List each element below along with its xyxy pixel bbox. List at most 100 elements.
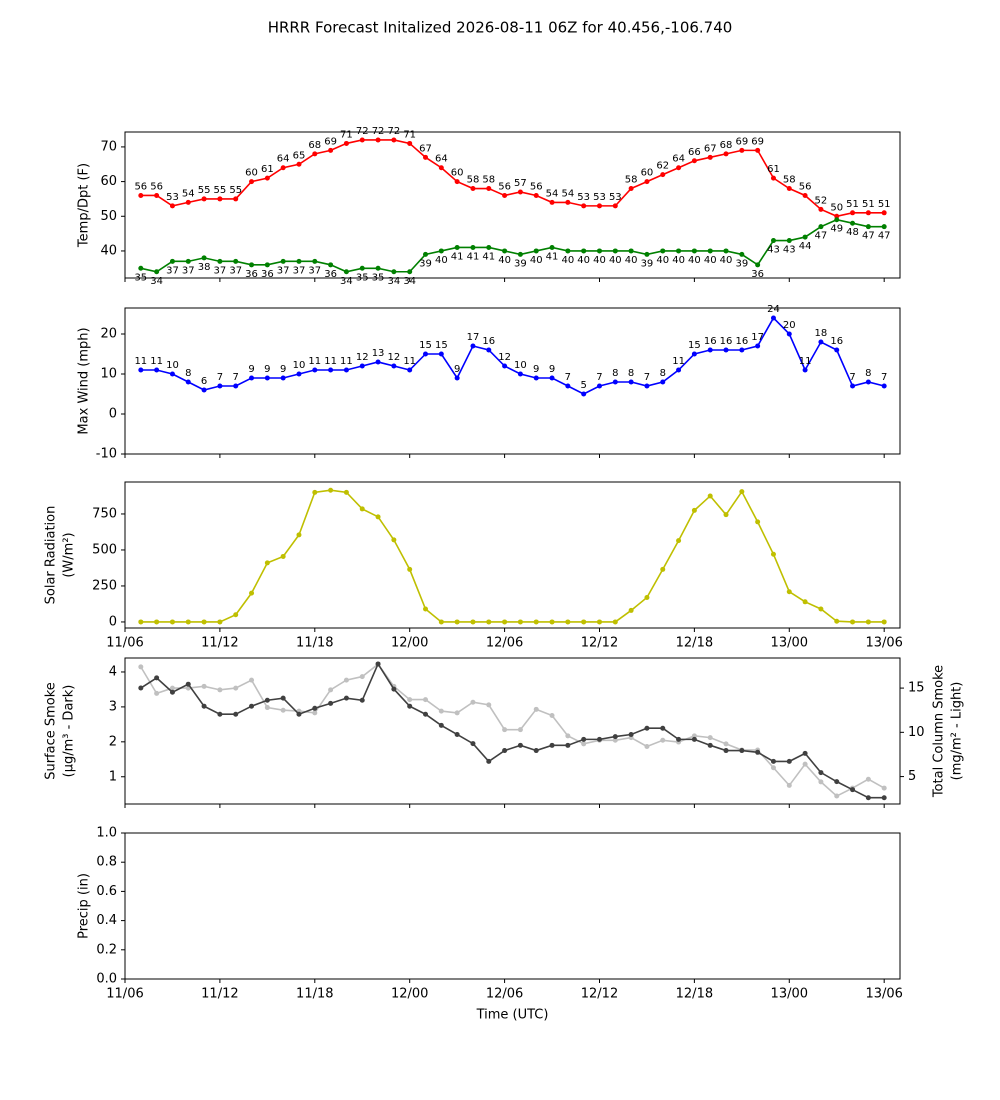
data-point bbox=[707, 154, 713, 160]
data-point bbox=[407, 703, 413, 709]
data-label: 58 bbox=[467, 175, 480, 186]
x-tick-label: 11/06 bbox=[106, 987, 143, 1002]
data-point bbox=[138, 619, 144, 625]
plot-frame bbox=[124, 481, 901, 629]
data-point bbox=[359, 674, 365, 680]
data-label: 8 bbox=[660, 368, 666, 379]
x-tick-label: 12/12 bbox=[581, 636, 618, 651]
data-point bbox=[818, 339, 824, 345]
data-label: 55 bbox=[198, 185, 211, 196]
data-label: 56 bbox=[530, 181, 543, 192]
data-point bbox=[423, 154, 429, 160]
data-point bbox=[612, 203, 618, 209]
data-point bbox=[454, 375, 460, 381]
data-point bbox=[723, 741, 729, 747]
data-point bbox=[676, 367, 682, 373]
data-point bbox=[264, 375, 270, 381]
data-label: 11 bbox=[799, 356, 812, 367]
data-point bbox=[328, 367, 334, 373]
y-tick-label: 1.0 bbox=[96, 826, 117, 841]
data-point bbox=[770, 765, 776, 771]
plot-frame bbox=[124, 307, 901, 455]
data-label: 41 bbox=[546, 251, 559, 262]
data-label: 51 bbox=[846, 199, 859, 210]
data-point bbox=[865, 795, 871, 801]
data-point bbox=[739, 489, 745, 495]
y-tick-label: 0 bbox=[109, 407, 117, 422]
data-point bbox=[802, 750, 808, 756]
data-label: 11 bbox=[134, 356, 147, 367]
data-label: 9 bbox=[264, 364, 270, 375]
data-label: 39 bbox=[419, 258, 432, 269]
data-point bbox=[565, 742, 571, 748]
data-point bbox=[707, 347, 713, 353]
data-point bbox=[502, 748, 508, 754]
data-point bbox=[612, 619, 618, 625]
data-point bbox=[486, 702, 492, 708]
ylabel: Precip (in) bbox=[77, 873, 92, 939]
x-tick-label: 12/00 bbox=[391, 636, 428, 651]
y-tick-label: 10 bbox=[100, 367, 117, 382]
data-label: 37 bbox=[277, 265, 290, 276]
data-label: 58 bbox=[625, 175, 638, 186]
data-point bbox=[502, 248, 508, 254]
data-point bbox=[850, 383, 856, 389]
data-point bbox=[169, 203, 175, 209]
data-point bbox=[264, 705, 270, 711]
data-point bbox=[391, 137, 397, 143]
data-point bbox=[233, 711, 239, 717]
data-label: 15 bbox=[688, 340, 701, 351]
data-label: 40 bbox=[498, 255, 511, 266]
data-point bbox=[359, 137, 365, 143]
ylabel: Temp/Dpt (F) bbox=[77, 163, 92, 248]
data-label: 64 bbox=[435, 154, 448, 165]
data-point bbox=[470, 699, 476, 705]
data-point bbox=[676, 736, 682, 742]
data-label: 54 bbox=[182, 188, 195, 199]
data-label: 17 bbox=[751, 332, 764, 343]
ylabel: Max Wind (mph) bbox=[77, 327, 92, 434]
data-label: 54 bbox=[546, 188, 559, 199]
data-point bbox=[233, 258, 239, 264]
data-point bbox=[517, 727, 523, 733]
data-point bbox=[217, 383, 223, 389]
data-point bbox=[312, 151, 318, 157]
data-point bbox=[834, 347, 840, 353]
data-point bbox=[138, 664, 144, 670]
data-label: 5 bbox=[580, 380, 586, 391]
data-label: 40 bbox=[530, 255, 543, 266]
data-point bbox=[407, 566, 413, 572]
data-point bbox=[249, 375, 255, 381]
data-label: 39 bbox=[735, 258, 748, 269]
ylabel: (W/m²) bbox=[62, 532, 77, 577]
data-label: 16 bbox=[704, 336, 717, 347]
data-point bbox=[755, 749, 761, 755]
x-tick-label: 12/06 bbox=[486, 636, 523, 651]
data-point bbox=[739, 251, 745, 257]
data-point bbox=[217, 687, 223, 693]
data-point bbox=[201, 703, 207, 709]
data-point bbox=[786, 589, 792, 595]
data-label: 53 bbox=[609, 192, 622, 203]
data-point bbox=[280, 258, 286, 264]
data-point bbox=[581, 619, 587, 625]
data-point bbox=[454, 710, 460, 716]
data-point bbox=[423, 697, 429, 703]
data-label: 56 bbox=[498, 181, 511, 192]
data-point bbox=[565, 383, 571, 389]
data-point bbox=[581, 203, 587, 209]
data-point bbox=[502, 619, 508, 625]
data-point bbox=[676, 538, 682, 544]
data-point bbox=[375, 137, 381, 143]
data-point bbox=[596, 203, 602, 209]
data-point bbox=[280, 707, 286, 713]
x-tick-label: 13/00 bbox=[771, 636, 808, 651]
data-point bbox=[881, 224, 887, 230]
data-point bbox=[201, 255, 207, 261]
data-point bbox=[549, 619, 555, 625]
data-label: 43 bbox=[767, 245, 780, 256]
data-point bbox=[691, 736, 697, 742]
data-point bbox=[233, 685, 239, 691]
data-label: 40 bbox=[688, 255, 701, 266]
data-point bbox=[802, 367, 808, 373]
